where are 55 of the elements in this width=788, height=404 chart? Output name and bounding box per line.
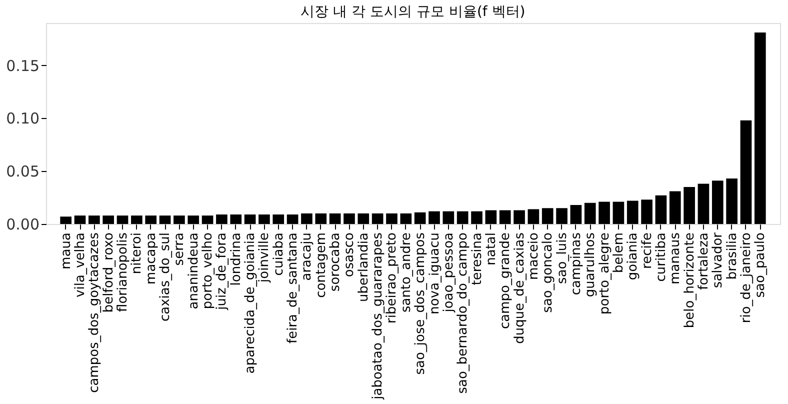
x-tick-label: aparecida_de_goiania — [243, 232, 258, 374]
x-tick-label: uberlandia — [356, 232, 372, 302]
x-tick-label: campos_dos_goytacazes — [87, 232, 102, 393]
x-tick-label: jaboatao_dos_guararapes — [370, 232, 386, 400]
x-tick-label: sao_paulo — [753, 232, 768, 298]
x-tick-label: manaus — [668, 232, 684, 284]
x-tick-label: ribeirao_preto — [384, 232, 400, 324]
x-tick-label: salvador — [710, 232, 726, 288]
x-tick-label: serra — [172, 232, 188, 266]
x-tick-label: maua — [58, 232, 74, 270]
x-tick-label: belem — [611, 232, 626, 274]
y-tick-label: 0.10 — [6, 110, 40, 128]
y-tick-label: 0.15 — [6, 56, 40, 75]
x-tick-label: aracaju — [300, 232, 315, 281]
y-tick-label: 0.05 — [6, 162, 40, 181]
x-tick-label: rio_de_janeiro — [738, 232, 754, 324]
x-tick-label: porto_alegre — [597, 232, 612, 314]
x-tick-label: cuiaba — [271, 232, 286, 276]
x-tick-label: sao_goncalo — [540, 232, 556, 313]
x-tick-label: natal — [484, 232, 499, 266]
x-tick-label: maceio — [526, 232, 542, 280]
chart-title: 시장 내 각 도시의 규모 비율(f 벡터) — [300, 4, 526, 20]
x-tick-label: joinville — [257, 232, 272, 284]
x-tick-label: sao_jose_dos_campos — [413, 232, 428, 375]
x-tick-label: sao_bernardo_do_campo — [456, 232, 471, 394]
x-tick-label: ananindeua — [186, 232, 202, 310]
x-tick-label: macapa — [144, 232, 159, 284]
x-tick-label: nova_iguacu — [427, 232, 442, 314]
x-tick-label: guarulhos — [583, 232, 598, 298]
x-tick-label: sorocaba — [328, 232, 344, 292]
x-tick-label: goiania — [626, 232, 641, 280]
x-tick-label: brasilia — [724, 232, 740, 280]
x-tick-label: belo_horizonte — [682, 232, 698, 328]
x-tick-label: campinas — [568, 232, 584, 296]
x-tick-label: joao_pessoa — [441, 232, 456, 314]
x-tick-label: teresina — [470, 232, 485, 286]
x-tick-label: belford_roxo — [101, 232, 116, 313]
x-tick-label: recife — [640, 232, 655, 269]
x-tick-label: santo_andre — [398, 232, 414, 313]
x-tick-label: caxias_do_sul — [158, 232, 174, 322]
x-tick-label: niteroi — [130, 232, 145, 274]
x-tick-label: osasco — [342, 232, 358, 278]
x-tick-label: curitiba — [654, 232, 669, 282]
x-tick-label: florianopolis — [116, 232, 131, 312]
x-tick-label: sao_luis — [554, 232, 570, 284]
y-tick-label: 0.00 — [6, 216, 40, 234]
x-tick-label: fortaleza — [696, 232, 712, 290]
x-tick-label: contagem — [314, 232, 329, 298]
x-tick-label: londrina — [228, 232, 244, 286]
x-tick-label: porto_velho — [200, 232, 216, 310]
x-tick-label: juiz_de_fora — [214, 232, 230, 311]
x-tick-label: duque_de_caxias — [512, 232, 528, 344]
x-tick-label: vila_velha — [73, 232, 88, 298]
x-tick-label: campo_grande — [498, 232, 514, 330]
x-tick-label: feira_de_santana — [286, 232, 301, 344]
